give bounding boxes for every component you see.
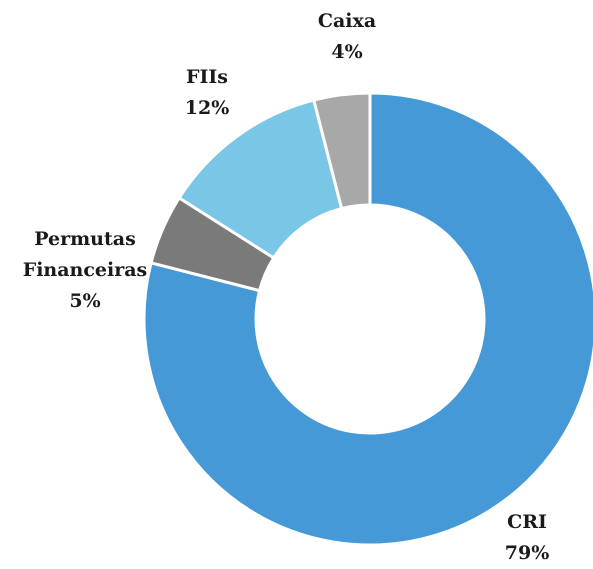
value-label: 5% [69,290,101,312]
category-name: CRI [507,511,547,533]
slice [311,91,372,211]
slice-label: Permutas Financeiras 5% [20,224,150,317]
category-name: Permutas Financeiras [22,228,148,281]
value-label: 4% [331,41,363,63]
slice [142,91,593,547]
slice-label: Caixa 4% [307,6,387,68]
value-label: 79% [504,542,550,564]
slice-label: CRI 79% [482,507,572,569]
category-name: Caixa [317,10,377,32]
category-name: FIIs [186,66,228,88]
slice-label: FIIs 12% [167,62,247,124]
value-label: 12% [184,97,230,119]
